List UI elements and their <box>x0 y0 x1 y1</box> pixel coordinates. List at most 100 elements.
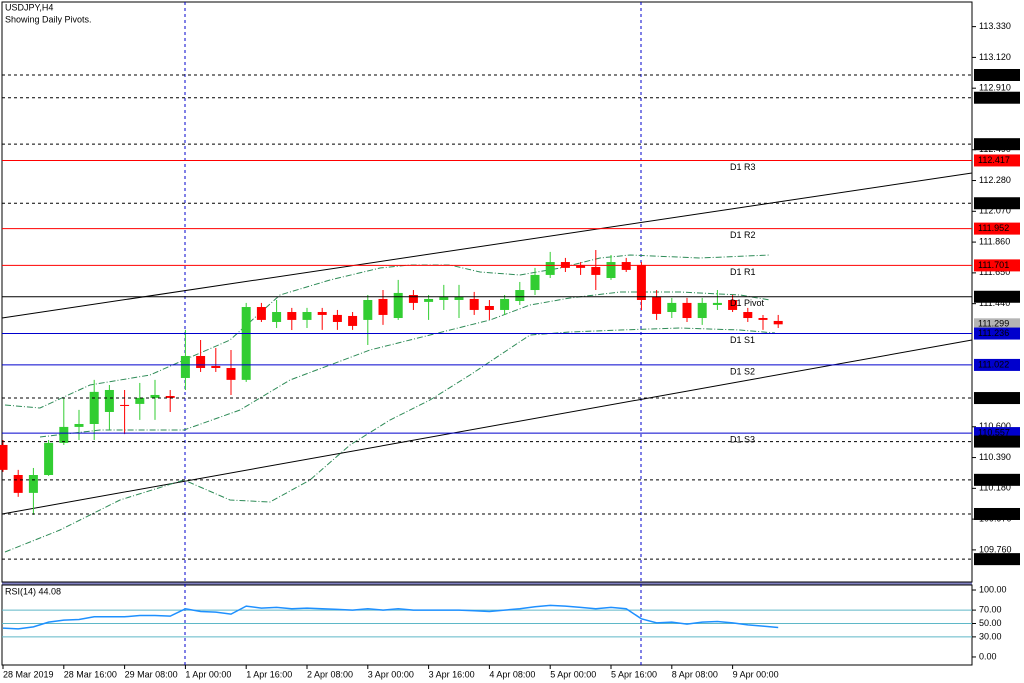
level-price-label: 111.022 <box>978 359 1009 369</box>
candle-body <box>0 444 8 470</box>
level-price-label: 110.005 <box>978 508 1010 518</box>
y-tick-label: 112.070 <box>979 206 1011 216</box>
x-tick-label: 29 Mar 08:00 <box>125 669 178 679</box>
candle-body <box>317 312 327 315</box>
level-price-box <box>974 154 1020 167</box>
candle-body <box>393 292 403 319</box>
candle-body <box>287 312 297 320</box>
y-tick-label: 109.760 <box>979 544 1012 554</box>
level-price-box <box>974 327 1020 340</box>
y-tick-label: 111.860 <box>979 236 1010 246</box>
candle-body <box>28 474 38 493</box>
x-tick-label: 3 Apr 16:00 <box>429 669 475 679</box>
y-tick-label: 112.280 <box>979 175 1011 185</box>
y-tick-label: 100.00 <box>979 584 1007 594</box>
envelope-line <box>4 254 771 409</box>
level-price-box <box>974 138 1020 151</box>
candle-body <box>256 307 266 320</box>
candle-body <box>120 404 130 406</box>
level-name: D1 R2 <box>730 230 756 240</box>
level-price-label: 112.417 <box>978 155 1010 165</box>
level-price-label: 112.125 <box>978 198 1010 208</box>
level-name: D1 R3 <box>730 162 756 172</box>
level-price-box <box>974 68 1020 81</box>
level-price-box <box>974 290 1020 303</box>
level-name: D1 S3 <box>730 434 755 444</box>
x-tick-label: 28 Mar 2019 <box>3 669 54 679</box>
candle-body <box>652 296 662 314</box>
x-tick-label: 9 Apr 00:00 <box>733 669 779 679</box>
candle-body <box>180 355 190 378</box>
y-tick-label: 110.600 <box>979 421 1011 431</box>
x-tick-label: 2 Apr 08:00 <box>307 669 353 679</box>
rsi-line <box>2 604 779 630</box>
level-name: D1 S1 <box>730 335 755 345</box>
level-price-box <box>974 473 1020 486</box>
candle-body <box>545 262 555 275</box>
level-price-label: 111.299 <box>978 319 1009 329</box>
level-price-box <box>974 222 1020 235</box>
rsi-title: RSI(14) 44.08 <box>5 586 61 596</box>
level-price-box <box>974 507 1020 520</box>
candle-body <box>667 302 677 313</box>
candle-body <box>697 302 707 319</box>
candle-body <box>165 395 175 398</box>
candle-body <box>272 312 282 322</box>
level-price-label: 110.499 <box>978 436 1010 446</box>
level-price-label: 111.487 <box>978 291 1009 301</box>
x-tick-label: 4 Apr 08:00 <box>489 669 535 679</box>
candle-body <box>576 264 586 268</box>
candle-body <box>591 267 601 275</box>
level-price-box <box>974 435 1020 448</box>
level-price-label: 113.000 <box>978 69 1010 79</box>
chart-subtitle: Showing Daily Pivots. <box>5 14 92 24</box>
level-price-label: 111.952 <box>978 223 1009 233</box>
x-tick-label: 3 Apr 00:00 <box>368 669 414 679</box>
x-tick-label: 28 Mar 16:00 <box>64 669 117 679</box>
rsi-panel <box>1 584 973 666</box>
x-tick-label: 5 Apr 16:00 <box>611 669 657 679</box>
level-price-label: 112.528 <box>978 139 1010 149</box>
level-price-label: 111.701 <box>978 260 1009 270</box>
level-name: D1 S2 <box>730 366 755 376</box>
y-tick-label: 113.330 <box>979 21 1011 31</box>
price-panel <box>1 1 973 583</box>
candle-body <box>332 314 342 322</box>
candle-body <box>515 290 525 302</box>
y-tick-label: 50.00 <box>979 618 1002 628</box>
chart-title: USDJPY,H4 <box>5 2 53 12</box>
candle-body <box>439 296 449 300</box>
level-name: D1 R1 <box>730 267 756 277</box>
level-price-label: 111.236 <box>978 328 1009 338</box>
y-tick-label: 111.440 <box>979 298 1010 308</box>
candle-body <box>773 320 783 325</box>
level-price-box <box>974 358 1020 371</box>
y-tick-label: 110.180 <box>979 483 1011 493</box>
x-tick-label: 1 Apr 00:00 <box>185 669 231 679</box>
candle-body <box>196 355 206 368</box>
candle-body <box>150 394 160 398</box>
candle-body <box>302 312 312 320</box>
level-price-box <box>974 553 1020 566</box>
trend-line <box>1 339 973 515</box>
level-price-label: 112.845 <box>978 92 1010 102</box>
candle-body <box>241 307 251 380</box>
level-price-box <box>974 259 1020 272</box>
y-tick-label: 112.910 <box>979 83 1011 93</box>
level-price-label: 109.697 <box>978 554 1011 564</box>
candle-body <box>728 299 738 310</box>
x-tick-label: 8 Apr 08:00 <box>672 669 718 679</box>
candle-body <box>606 262 616 279</box>
candle-body <box>682 302 692 319</box>
candle-body <box>89 391 99 424</box>
y-tick-label: 113.120 <box>979 52 1011 62</box>
candle-body <box>104 389 114 412</box>
y-tick-label: 30.00 <box>979 631 1002 641</box>
candle-body <box>500 298 510 310</box>
candle-body <box>348 315 358 326</box>
level-price-label: 110.557 <box>978 427 1010 437</box>
candle-body <box>712 302 722 305</box>
